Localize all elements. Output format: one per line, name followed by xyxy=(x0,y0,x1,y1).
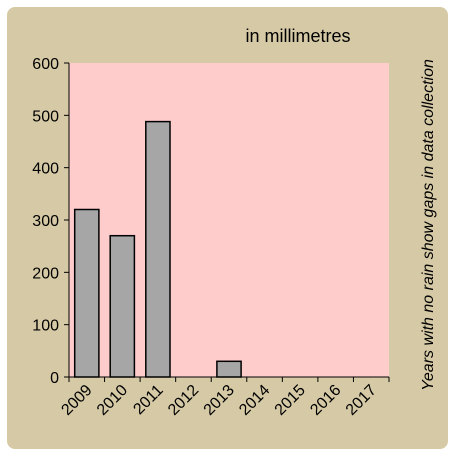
y-ticks: 0 100 200 300 400 500 600 xyxy=(32,56,69,387)
side-annotation: Years with no rain show gaps in data col… xyxy=(420,59,437,391)
y-tick-label: 400 xyxy=(32,161,59,178)
y-tick-label: 600 xyxy=(32,56,59,73)
bar-2009 xyxy=(73,208,100,378)
bar-2010 xyxy=(109,234,136,378)
y-tick-label: 100 xyxy=(32,318,59,335)
bar-2011 xyxy=(145,120,171,378)
y-tick-label: 0 xyxy=(50,370,59,387)
y-tick-label: 500 xyxy=(32,108,59,125)
y-tick-label: 300 xyxy=(32,213,59,230)
bar-2013 xyxy=(216,360,242,378)
chart-title: in millimetres xyxy=(245,26,350,46)
y-tick-label: 200 xyxy=(32,265,59,282)
